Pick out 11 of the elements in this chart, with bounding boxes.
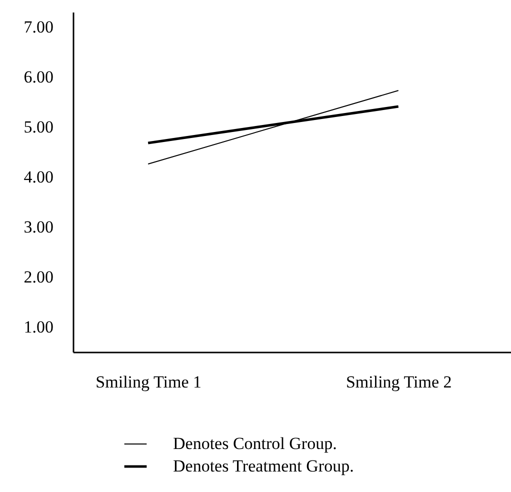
y-tick-label: 4.00 <box>24 168 54 186</box>
y-tick-label: 6.00 <box>24 68 54 86</box>
x-tick-label: Smiling Time 1 <box>96 372 202 392</box>
legend-label: Denotes Control Group. <box>173 434 337 453</box>
x-tick-label: Smiling Time 2 <box>346 372 452 392</box>
y-tick-label: 3.00 <box>24 218 54 236</box>
y-tick-label: 7.00 <box>24 18 54 36</box>
legend-label: Denotes Treatment Group. <box>173 456 354 476</box>
y-tick-label: 5.00 <box>24 118 54 136</box>
y-tick-label: 2.00 <box>24 268 54 286</box>
y-tick-label: 1.00 <box>24 318 54 336</box>
